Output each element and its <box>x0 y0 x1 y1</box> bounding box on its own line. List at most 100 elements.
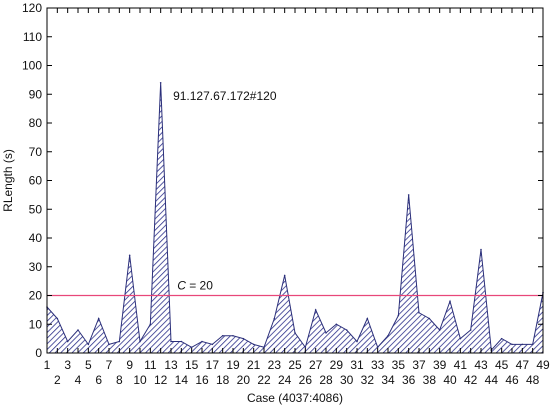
x-tick-label: 14 <box>175 373 189 387</box>
data-point <box>376 346 379 349</box>
peak-annotation: 91.127.67.172#120 <box>173 89 277 103</box>
x-tick-label: 48 <box>526 373 540 387</box>
x-tick-label: 4 <box>75 373 82 387</box>
x-tick-label: 33 <box>371 358 385 372</box>
data-point <box>211 343 214 346</box>
data-point <box>149 323 152 326</box>
data-point <box>232 334 234 337</box>
data-point <box>242 337 245 340</box>
y-tick-label: 120 <box>22 1 42 15</box>
data-point <box>56 317 59 320</box>
y-tick-label: 20 <box>29 289 43 303</box>
data-point <box>356 340 358 343</box>
series-line <box>46 82 544 352</box>
data-point <box>345 329 348 331</box>
data-point <box>294 332 296 334</box>
x-tick-label: 13 <box>164 358 178 372</box>
y-tick-label: 80 <box>29 116 43 130</box>
x-axis-title: Case (4037:4086) <box>247 391 343 405</box>
data-point <box>252 343 255 346</box>
x-tick-label: 22 <box>257 373 271 387</box>
x-tick-label: 1 <box>44 358 51 372</box>
y-tick-label: 100 <box>22 59 42 73</box>
y-tick-label: 60 <box>29 174 43 188</box>
data-point <box>66 340 69 343</box>
x-tick-label: 3 <box>64 358 71 372</box>
x-tick-label: 2 <box>54 373 61 387</box>
data-point <box>304 346 307 349</box>
data-point <box>366 317 369 320</box>
x-tick-label: 35 <box>392 358 406 372</box>
x-tick-label: 26 <box>299 373 313 387</box>
x-tick-label: 45 <box>495 358 509 372</box>
data-point <box>159 81 162 84</box>
x-tick-label: 25 <box>288 358 302 372</box>
x-tick-label: 36 <box>402 373 416 387</box>
data-point <box>263 346 265 349</box>
x-tick-label: 34 <box>381 373 395 387</box>
data-point <box>387 334 389 337</box>
x-tick-label: 11 <box>144 358 157 372</box>
y-tick-label: 110 <box>23 30 42 44</box>
x-tick-label: 47 <box>516 358 530 372</box>
x-tick-label: 43 <box>474 358 488 372</box>
x-tick-label: 18 <box>216 373 230 387</box>
data-point <box>180 340 183 343</box>
y-tick-label: 40 <box>29 231 43 245</box>
x-tick-label: 32 <box>361 373 375 387</box>
x-tick-label: 6 <box>95 373 102 387</box>
threshold-label-italic: C <box>177 279 186 293</box>
x-tick-label: 9 <box>126 358 133 372</box>
y-tick-label: 50 <box>29 202 43 216</box>
x-tick-label: 16 <box>195 373 209 387</box>
x-tick-label: 5 <box>85 358 92 372</box>
data-point <box>128 254 131 257</box>
data-point <box>500 337 503 340</box>
y-tick-label: 30 <box>29 260 43 274</box>
plot-area: C = 20 91.127.67.172#120 <box>46 7 544 354</box>
x-tick-label: 19 <box>226 358 240 372</box>
x-tick-label: 37 <box>412 358 426 372</box>
x-tick-label: 20 <box>237 373 251 387</box>
x-tick-label: 41 <box>454 358 468 372</box>
data-point <box>531 343 534 346</box>
x-tick-label: 42 <box>464 373 478 387</box>
plot-frame <box>46 7 544 354</box>
x-tick-label: 21 <box>247 358 261 372</box>
x-tick-label: 29 <box>330 358 344 372</box>
x-tick-label: 12 <box>154 373 168 387</box>
data-point <box>283 274 286 277</box>
x-tick-label: 46 <box>505 373 519 387</box>
data-point <box>480 248 482 251</box>
data-point <box>335 323 338 326</box>
data-point <box>511 343 513 346</box>
x-tick-label: 8 <box>116 373 123 387</box>
data-point <box>77 329 79 331</box>
data-point <box>87 343 90 346</box>
y-axis-title: RLength (s) <box>1 149 15 212</box>
x-tick-label: 31 <box>350 358 364 372</box>
x-tick-label: 38 <box>423 373 437 387</box>
series-area <box>47 82 543 353</box>
x-axis: 1 3 5 7 9 11 13 15 17 19 21 23 25 27 29 31 33 35 37 39 41 43 4… <box>44 8 550 387</box>
data-point <box>521 343 524 346</box>
data-point <box>190 346 193 349</box>
x-tick-label: 10 <box>133 373 147 387</box>
data-point <box>407 194 410 196</box>
data-point <box>459 337 462 340</box>
x-tick-label: 24 <box>278 373 292 387</box>
data-point <box>428 317 431 320</box>
data-point <box>314 309 317 311</box>
x-tick-label: 39 <box>433 358 447 372</box>
threshold-label: C = 20 <box>177 279 213 293</box>
x-tick-label: 40 <box>443 373 457 387</box>
x-tick-label: 17 <box>206 358 220 372</box>
x-tick-label: 44 <box>485 373 499 387</box>
x-tick-label: 49 <box>536 358 550 372</box>
x-tick-label: 28 <box>319 373 333 387</box>
threshold-label-rest: = 20 <box>186 279 213 293</box>
x-tick-label: 15 <box>185 358 199 372</box>
y-tick-label: 70 <box>29 145 43 159</box>
data-point <box>273 317 276 320</box>
